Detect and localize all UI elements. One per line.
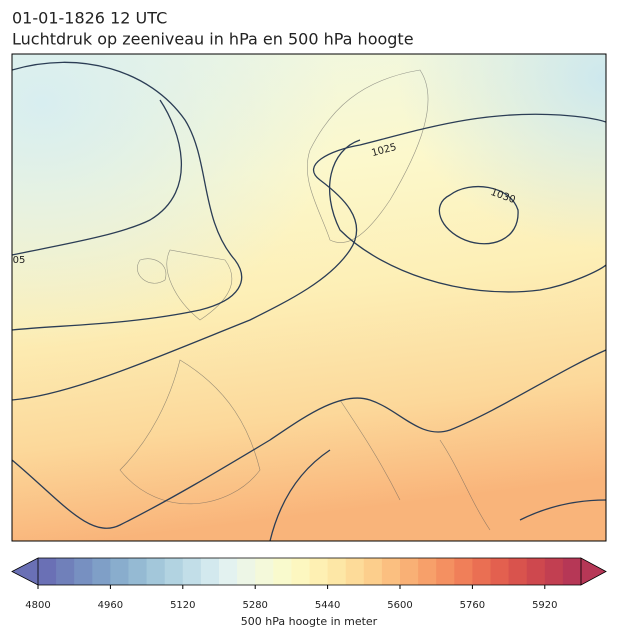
colorbar-segment [526, 558, 546, 585]
colorbar-segment [291, 558, 310, 585]
colorbar-extend-low [11, 557, 39, 586]
colorbar-segment [255, 558, 274, 585]
colorbar-segment [182, 558, 202, 585]
colorbar-segment [309, 558, 329, 585]
colorbar-tick-label: 5600 [387, 600, 412, 611]
title: 01-01-1826 12 UTC [12, 9, 167, 28]
colorbar-segment [490, 558, 510, 585]
colorbar-tick-label: 5920 [532, 600, 557, 611]
colorbar-segment [508, 558, 528, 585]
colorbar-segment [128, 558, 148, 585]
colorbar-segment [164, 558, 184, 585]
colorbar-segment [363, 558, 383, 585]
colorbar-segment [400, 558, 419, 585]
colorbar-segment [92, 558, 111, 585]
colorbar-segment [200, 558, 220, 585]
colorbar-segment [472, 558, 491, 585]
colorbar-segment [237, 558, 256, 585]
contour-label: 05 [13, 255, 26, 266]
colorbar-segment [56, 558, 75, 585]
colorbar-segment [345, 558, 365, 585]
colorbar: 4800 4960 5120 5280 5440 5600 5760 5920 500 hPa … [11, 557, 607, 628]
colorbar-segment [381, 558, 401, 585]
colorbar-segment [38, 558, 57, 585]
colorbar-segment [219, 558, 238, 585]
colorbar-outline [38, 557, 581, 586]
colorbar-tick-label: 4960 [98, 600, 123, 611]
colorbar-segment [74, 558, 93, 585]
map-frame [11, 53, 607, 542]
colorbar-tick-label: 4800 [25, 600, 50, 611]
colorbar-segment [327, 558, 347, 585]
colorbar-tick-label: 5760 [460, 600, 485, 611]
colorbar-segment [110, 558, 129, 585]
colorbar-segment [146, 558, 166, 585]
colorbar-tick-label: 5120 [170, 600, 195, 611]
subtitle: Luchtdruk op zeeniveau in hPa en 500 hPa… [12, 30, 414, 49]
colorbar-extend-high [580, 557, 607, 586]
colorbar-tick-label: 5280 [242, 600, 267, 611]
colorbar-segment [418, 558, 437, 585]
colorbar-tick-label: 5440 [315, 600, 340, 611]
colorbar-segment [544, 558, 564, 585]
colorbar-label: 500 hPa hoogte in meter [241, 615, 378, 628]
colorbar-segment [273, 558, 292, 585]
map [12, 54, 606, 541]
colorbar-segment [562, 558, 582, 585]
colorbar-segment [436, 558, 455, 585]
colorbar-segment [454, 558, 473, 585]
